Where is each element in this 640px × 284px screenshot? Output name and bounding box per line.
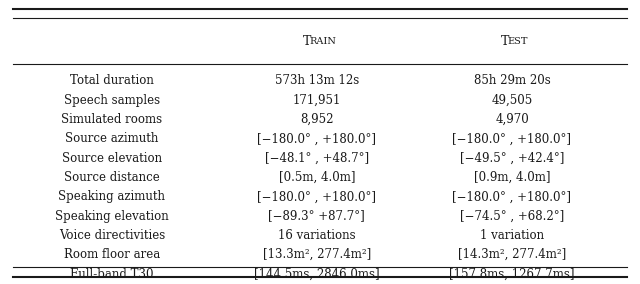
Text: [157.8ms, 1267.7ms]: [157.8ms, 1267.7ms] [449,268,575,281]
Text: [−180.0° , +180.0°]: [−180.0° , +180.0°] [257,132,376,145]
Text: 1 variation: 1 variation [480,229,544,242]
Text: Speaking azimuth: Speaking azimuth [58,190,166,203]
Text: Voice directivities: Voice directivities [59,229,165,242]
Text: [0.9m, 4.0m]: [0.9m, 4.0m] [474,171,550,184]
Text: [−180.0° , +180.0°]: [−180.0° , +180.0°] [452,132,572,145]
Text: Room floor area: Room floor area [64,248,160,261]
Text: EST: EST [508,37,528,46]
Text: RAIN: RAIN [310,37,337,46]
Text: [−180.0° , +180.0°]: [−180.0° , +180.0°] [257,190,376,203]
Text: Speaking elevation: Speaking elevation [55,210,169,223]
Text: 16 variations: 16 variations [278,229,356,242]
Text: 171,951: 171,951 [292,94,341,107]
Text: T: T [500,35,509,48]
Text: 4,970: 4,970 [495,113,529,126]
Text: [13.3m², 277.4m²]: [13.3m², 277.4m²] [262,248,371,261]
Text: [−74.5° , +68.2°]: [−74.5° , +68.2°] [460,210,564,223]
Text: [−49.5° , +42.4°]: [−49.5° , +42.4°] [460,152,564,165]
Text: [14.3m², 277.4m²]: [14.3m², 277.4m²] [458,248,566,261]
Text: 85h 29m 20s: 85h 29m 20s [474,74,550,87]
Text: [−89.3° +87.7°]: [−89.3° +87.7°] [268,210,365,223]
Text: [−180.0° , +180.0°]: [−180.0° , +180.0°] [452,190,572,203]
Text: 573h 13m 12s: 573h 13m 12s [275,74,359,87]
Text: Full-band T30: Full-band T30 [70,268,154,281]
Text: Total duration: Total duration [70,74,154,87]
Text: Source distance: Source distance [64,171,160,184]
Text: Simulated rooms: Simulated rooms [61,113,163,126]
Text: T: T [303,35,311,48]
Text: [0.5m, 4.0m]: [0.5m, 4.0m] [278,171,355,184]
Text: Source azimuth: Source azimuth [65,132,159,145]
Text: Speech samples: Speech samples [64,94,160,107]
Text: Source elevation: Source elevation [62,152,162,165]
Text: [−48.1° , +48.7°]: [−48.1° , +48.7°] [265,152,369,165]
Text: 49,505: 49,505 [492,94,532,107]
Text: [144.5ms, 2846.0ms]: [144.5ms, 2846.0ms] [254,268,380,281]
Text: 8,952: 8,952 [300,113,333,126]
